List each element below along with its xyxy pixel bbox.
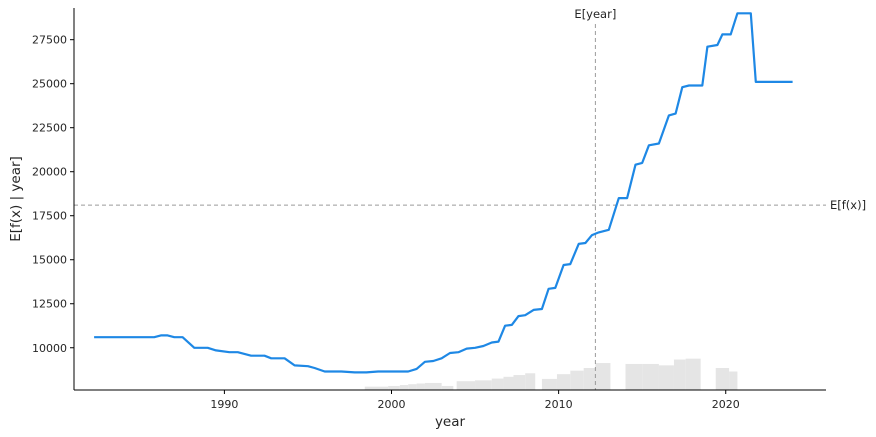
y-tick-label-0: 10000 [32,342,67,355]
y-tick-label-3: 17500 [32,210,67,223]
hist-bar-3 [408,384,417,390]
reference-lines [74,24,826,390]
hist-bar-6 [441,385,454,390]
hist-bar-15 [570,370,584,390]
dependence-line [94,12,793,374]
y-tick-label-2: 15000 [32,254,67,267]
hist-bar-10 [503,376,514,390]
hist-bar-4 [416,383,425,390]
hist-bar-13 [541,378,557,390]
y-axis-label: E[f(x) | year] [8,156,24,242]
y-ticks: 10000 12500 15000 17500 20000 22500 25000 27500 [32,34,74,355]
x-axis-label: year [435,414,466,430]
y-tick-label-4: 20000 [32,166,67,179]
hist-bar-14 [556,374,571,390]
hist-bar-21 [673,359,686,390]
hist-bar-1 [388,385,400,390]
y-tick-label-6: 25000 [32,78,67,91]
hist-bar-0 [364,386,389,390]
hist-bar-22 [685,358,701,390]
hist-bar-23 [715,367,730,390]
y-tick-label-7: 27500 [32,34,67,47]
hist-bar-9 [491,378,504,390]
hist-bar-20 [658,365,674,390]
x-tick-label-3: 2020 [712,398,740,411]
expected-feature-label: E[year] [574,7,616,21]
hist-bar-7 [456,381,476,390]
x-tick-label-0: 1990 [210,398,238,411]
y-tick-label-5: 22500 [32,122,67,135]
hist-bar-5 [424,382,442,390]
y-tick-label-1: 12500 [32,298,67,311]
x-ticks: 1990 2000 2010 2020 [210,390,740,411]
hist-bar-19 [642,363,659,390]
hist-bar-18 [625,363,643,390]
axes [73,8,826,391]
dependence-series [94,12,793,374]
hist-bar-11 [513,375,526,390]
x-tick-label-1: 2000 [378,398,406,411]
feature-histogram [364,358,738,390]
hist-bar-24 [729,371,738,390]
hist-bar-16 [583,367,596,390]
hist-bar-8 [475,380,492,390]
hist-bar-12 [525,373,536,390]
hist-bar-17 [595,363,611,390]
expected-value-label: E[f(x)] [830,198,866,212]
x-tick-label-2: 2010 [545,398,573,411]
hist-bar-2 [399,385,409,390]
